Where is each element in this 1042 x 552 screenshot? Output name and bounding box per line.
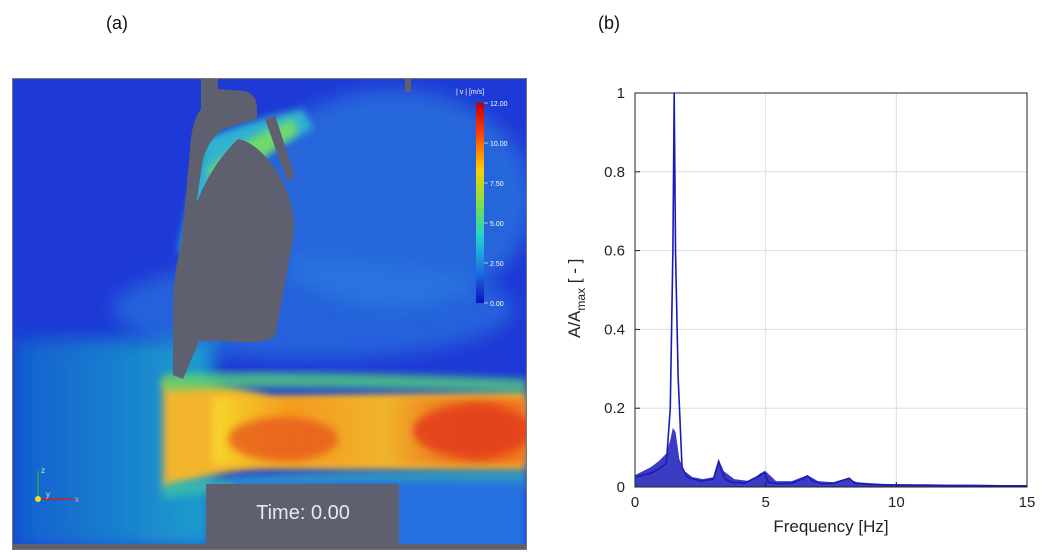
y-axis-label-main: A/A	[565, 310, 584, 338]
x-tick-label: 15	[1019, 494, 1036, 511]
colorbar-title: | v | [m/s]	[456, 89, 484, 96]
cfd-velocity-field: Time: 0.00 | v | [m/s] 12.00 10.00 7.50 5.0…	[12, 78, 527, 550]
colorbar-tick-label: 7.50	[490, 181, 504, 188]
colorbar-tick-label: 12.00	[490, 101, 508, 108]
spectrum-series	[634, 92, 1027, 487]
y-axis-label: A/Amax [ - ]	[565, 259, 588, 338]
chart-grid	[634, 92, 1028, 488]
cfd-image: Time: 0.00 | v | [m/s] 12.00 10.00 7.50 5.0…	[13, 79, 526, 549]
colorbar-tick-label: 5.00	[490, 221, 504, 228]
triad-x-label: x	[75, 495, 79, 504]
chart-ticks: 0 5 10 15 0 0.2 0.4 0.6 0.8 1	[604, 85, 1035, 511]
y-tick-label: 0.6	[604, 243, 625, 260]
y-tick-label: 0.8	[604, 164, 625, 181]
spectrum-envelope	[635, 427, 1027, 487]
y-tick-label: 0.2	[604, 400, 625, 417]
x-tick-label: 5	[761, 494, 769, 511]
y-tick-label: 0	[617, 479, 625, 496]
obstacle-geometry	[13, 79, 526, 549]
colorbar-tick-label: 2.50	[490, 261, 504, 268]
x-tick-label: 0	[631, 494, 639, 511]
colorbar-tick-label: 10.00	[490, 141, 508, 148]
y-tick-label: 1	[617, 85, 625, 102]
velocity-colorbar: | v | [m/s] 12.00 10.00 7.50 5.00 2.50 0.00	[456, 89, 508, 308]
spectrum-line	[634, 92, 1027, 487]
spectrum-envelope-band	[635, 427, 1027, 487]
triad-z-label: z	[41, 466, 45, 475]
y-axis-label-sub: max	[574, 288, 588, 311]
colorbar-tick-label: 0.00	[490, 301, 504, 308]
x-axis-label: Frequency [Hz]	[773, 517, 888, 536]
x-tick-label: 10	[888, 494, 905, 511]
time-label: Time: 0.00	[256, 502, 350, 524]
triad-y-label: y	[46, 490, 50, 499]
axes-triad: z y x	[35, 466, 79, 504]
spectrum-chart: 0 5 10 15 0 0.2 0.4 0.6 0.8 1 Frequency [Hz] A/Am…	[550, 78, 1042, 552]
panel-b-label: (b)	[598, 13, 620, 33]
spectrum-chart-svg: 0 5 10 15 0 0.2 0.4 0.6 0.8 1 Frequency [Hz] A/Am…	[565, 85, 1035, 536]
panel-a-label: (a)	[106, 13, 128, 33]
y-tick-label: 0.4	[604, 321, 625, 338]
plot-frame	[634, 92, 1028, 488]
y-axis-label-suffix: [ - ]	[565, 259, 584, 288]
